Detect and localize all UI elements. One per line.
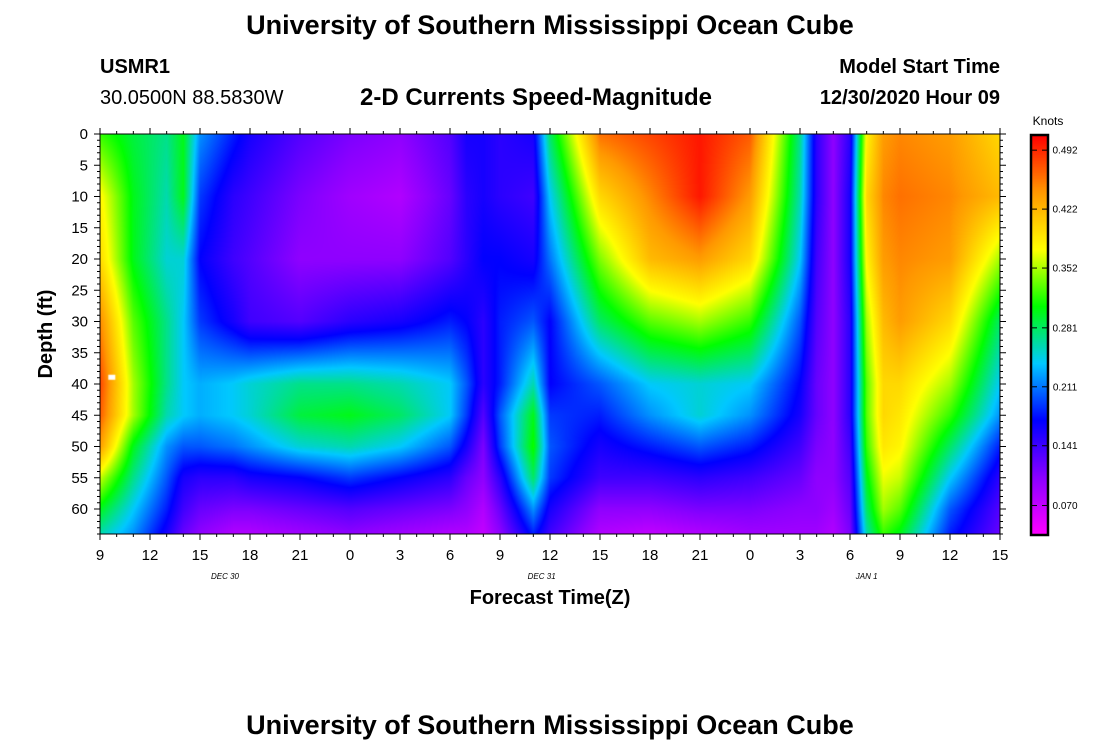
y-axis-title: Depth (ft) [35,290,57,379]
y-tick-label: 0 [80,126,88,143]
date-label: DEC 31 [528,572,556,581]
y-tick-label: 40 [71,376,88,393]
y-tick-label: 25 [71,282,88,299]
x-axis-title: Forecast Time(Z) [470,587,631,609]
x-tick-label: 0 [746,547,754,564]
station-id: USMR1 [100,56,171,78]
colorbar-tick-label: 0.281 [1052,323,1077,334]
x-tick-label: 9 [496,547,504,564]
date-label: DEC 30 [211,572,240,581]
y-tick-label: 50 [71,439,88,456]
axis-ticks [94,128,1048,540]
x-tick-label: 15 [192,547,209,564]
x-tick-label: 12 [542,547,559,564]
model-start-time: 12/30/2020 Hour 09 [819,87,1000,109]
x-tick-label: 21 [692,547,709,564]
y-tick-label: 10 [71,189,88,206]
date-label: JAN 1 [855,572,878,581]
colorbar-tick-label: 0.492 [1052,146,1077,157]
x-tick-label: 9 [96,547,104,564]
x-tick-label: 6 [846,547,854,564]
speed-heatmap [100,134,1000,534]
x-tick-label: 12 [942,547,959,564]
colorbar-tick-label: 0.070 [1052,501,1077,512]
colorbar-gradient [1031,135,1048,535]
x-tick-label: 9 [896,547,904,564]
colorbar-label: Knots [1033,114,1064,128]
y-tick-label: 45 [71,407,88,424]
x-tick-label: 15 [592,547,609,564]
x-tick-label: 6 [446,547,454,564]
y-tick-label: 20 [71,251,88,268]
x-tick-label: 3 [396,547,404,564]
top-title: University of Southern Mississippi Ocean… [246,10,854,40]
x-tick-label: 21 [292,547,309,564]
y-tick-label: 30 [71,314,88,331]
colorbar-frame [1029,133,1050,537]
chart-subtitle: 2-D Currents Speed-Magnitude [360,84,713,111]
y-tick-label: 55 [71,470,88,487]
colorbar-tick-label: 0.352 [1052,264,1077,275]
bottom-title: University of Southern Mississippi Ocean… [246,710,854,740]
x-tick-label: 12 [142,547,159,564]
y-tick-label: 5 [80,157,88,174]
colorbar-tick-label: 0.211 [1053,382,1078,393]
y-tick-label: 35 [71,345,88,362]
model-start-label: Model Start Time [839,56,1000,78]
y-tick-label: 15 [71,220,88,237]
x-tick-label: 15 [992,547,1009,564]
x-tick-label: 3 [796,547,804,564]
colorbar-tick-label: 0.422 [1052,205,1077,216]
station-coords: 30.0500N 88.5830W [100,87,284,109]
x-tick-label: 18 [242,547,259,564]
x-tick-label: 18 [642,547,659,564]
x-tick-label: 0 [346,547,354,564]
colorbar-tick-label: 0.141 [1052,441,1077,452]
y-tick-label: 60 [71,501,88,518]
